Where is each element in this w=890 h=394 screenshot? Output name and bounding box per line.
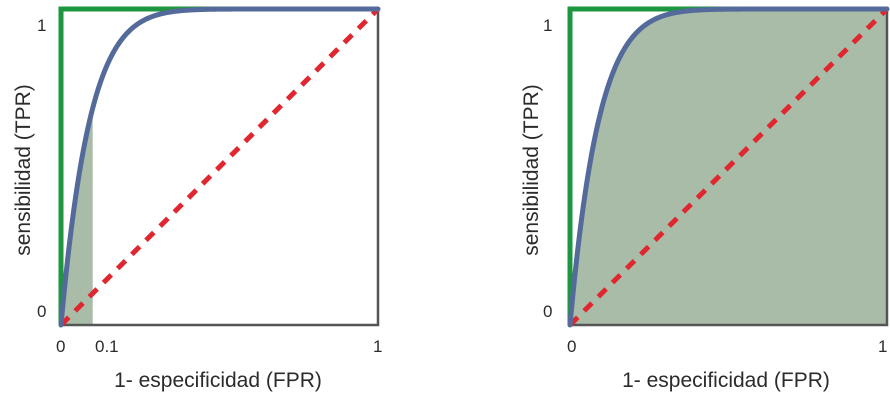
x-tick-label-1: 1 [373, 337, 382, 356]
y-tick-label-1: 1 [37, 16, 46, 35]
x-tick-label-1: 1 [878, 337, 887, 356]
random-classifier-line [59, 7, 380, 327]
x-axis-label: 1- especificidad (FPR) [114, 369, 322, 392]
roc-chart-full-auc: 1 0 0 1 1- especificidad (FPR) sensibili… [520, 6, 890, 392]
y-axis-label: sensibilidad (TPR) [520, 84, 543, 256]
roc-curve [58, 6, 381, 328]
roc-curve [567, 6, 890, 328]
random-classifier-line [568, 7, 889, 327]
x-tick-label-0: 0 [567, 337, 576, 356]
x-tick-label-0: 0 [56, 337, 65, 356]
y-tick-label-0: 0 [543, 302, 552, 321]
shaded-auc-region [61, 108, 93, 325]
y-tick-label-1: 1 [543, 16, 552, 35]
roc-chart-partial-auc: 1 0 0 0.1 1 1- especificidad (FPR) sensi… [12, 6, 382, 392]
x-tick-label-0-1: 0.1 [95, 337, 119, 356]
y-axis-label: sensibilidad (TPR) [12, 84, 35, 256]
x-axis-label: 1- especificidad (FPR) [622, 369, 830, 392]
y-tick-label-0: 0 [37, 302, 46, 321]
